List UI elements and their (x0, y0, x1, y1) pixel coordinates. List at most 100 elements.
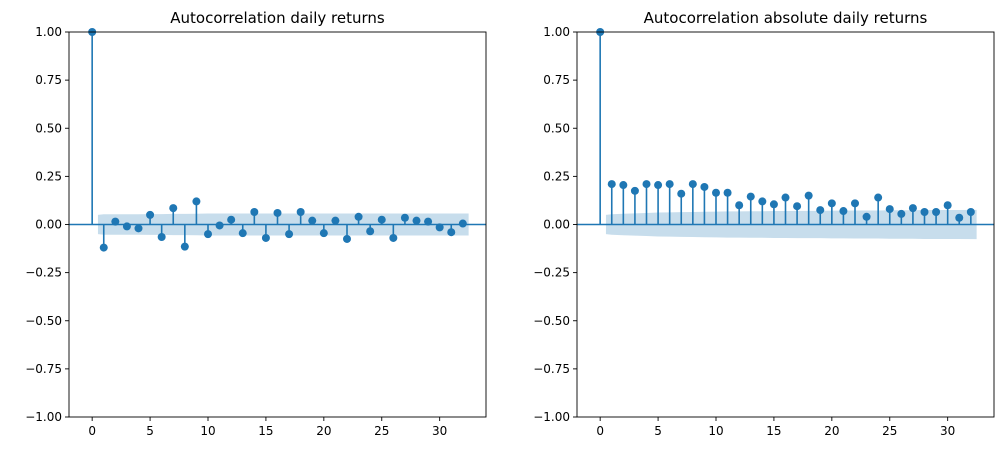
marker-lag-14 (250, 207, 259, 216)
chart-autocorrelation-absolute-daily-returns: Autocorrelation absolute daily returns 0 5… (533, 9, 995, 438)
y-tick-label: 0.25 (35, 169, 62, 183)
marker-lag-16 (781, 193, 790, 202)
marker-lag-30 (943, 201, 952, 210)
marker-lag-23 (862, 212, 871, 221)
marker-lag-15 (261, 233, 270, 242)
y-tick-label: 0.00 (543, 218, 570, 232)
marker-lag-31 (955, 213, 964, 222)
marker-lag-13 (746, 192, 755, 201)
marker-lag-26 (389, 233, 398, 242)
marker-lag-10 (204, 230, 212, 239)
marker-lag-17 (793, 202, 802, 211)
marker-lag-9 (192, 197, 201, 206)
marker-lag-12 (227, 215, 236, 224)
chart-title: Autocorrelation absolute daily returns (644, 9, 928, 27)
marker-lag-3 (630, 186, 639, 195)
marker-lag-7 (677, 189, 686, 198)
marker-lag-6 (665, 180, 674, 189)
marker-lag-23 (354, 212, 363, 221)
y-tick-label: 0.75 (543, 73, 570, 87)
y-tick-label: −0.75 (25, 362, 62, 376)
y-tick-label: 0.50 (543, 121, 570, 135)
y-tick-label: −0.50 (25, 314, 62, 328)
y-tick-label: −1.00 (25, 410, 62, 424)
x-tick-label: 15 (258, 424, 273, 438)
marker-lag-20 (319, 229, 328, 238)
marker-lag-30 (435, 223, 444, 232)
marker-lag-8 (180, 242, 189, 251)
marker-lag-22 (851, 199, 859, 208)
marker-lag-24 (366, 227, 375, 236)
marker-lag-4 (642, 180, 651, 189)
marker-lag-25 (377, 215, 386, 224)
marker-lag-11 (723, 188, 732, 197)
chart-title: Autocorrelation daily returns (170, 9, 385, 27)
marker-lag-24 (874, 193, 883, 202)
marker-lag-25 (885, 205, 894, 214)
marker-lag-18 (804, 191, 813, 200)
marker-lag-10 (712, 188, 720, 197)
x-tick-label: 10 (708, 424, 723, 438)
marker-lag-27 (400, 213, 409, 222)
x-tick-label: 25 (882, 424, 897, 438)
x-tick-label: 10 (200, 424, 215, 438)
y-tick-label: 1.00 (543, 25, 570, 39)
marker-lag-21 (331, 216, 340, 225)
marker-lag-28 (412, 216, 421, 225)
marker-lag-15 (769, 200, 778, 209)
x-tick-label: 20 (824, 424, 839, 438)
marker-lag-29 (424, 217, 433, 226)
y-tick-label: −0.75 (533, 362, 570, 376)
marker-lag-20 (827, 199, 836, 208)
y-tick-label: 0.75 (35, 73, 62, 87)
x-tick-label: 15 (766, 424, 781, 438)
marker-lag-5 (146, 210, 155, 219)
marker-lag-4 (134, 224, 143, 233)
marker-lag-29 (932, 207, 941, 216)
y-tick-label: 0.25 (543, 169, 570, 183)
marker-lag-18 (296, 207, 305, 216)
marker-lag-19 (308, 216, 317, 225)
marker-lag-14 (758, 197, 767, 206)
marker-lag-5 (654, 181, 663, 190)
x-tick-label: 5 (146, 424, 154, 438)
y-tick-label: 0.50 (35, 121, 62, 135)
chart-autocorrelation-daily-returns: Autocorrelation daily returns 0 5 10 15 20 25 3… (25, 9, 487, 438)
marker-lag-13 (238, 229, 247, 238)
marker-lag-31 (447, 228, 456, 237)
marker-lag-32 (458, 219, 467, 228)
y-tick-label: −0.25 (25, 266, 62, 280)
marker-lag-7 (169, 204, 178, 213)
marker-lag-19 (816, 206, 825, 215)
y-tick-label: 1.00 (35, 25, 62, 39)
marker-lag-3 (122, 222, 131, 231)
x-tick-label: 0 (88, 424, 96, 438)
x-tick-label: 30 (432, 424, 447, 438)
marker-lag-1 (99, 243, 108, 252)
x-tick-label: 5 (654, 424, 662, 438)
marker-lag-21 (839, 207, 848, 216)
marker-lag-28 (920, 207, 929, 216)
marker-lag-27 (908, 204, 917, 213)
marker-lag-26 (897, 209, 906, 218)
marker-lag-17 (285, 230, 294, 239)
marker-lag-2 (619, 181, 628, 190)
marker-lag-6 (157, 233, 166, 242)
x-tick-label: 25 (374, 424, 389, 438)
marker-lag-1 (607, 180, 616, 189)
x-tick-label: 30 (940, 424, 955, 438)
y-tick-label: −0.25 (533, 266, 570, 280)
marker-lag-12 (735, 201, 744, 210)
y-tick-label: −0.50 (533, 314, 570, 328)
marker-lag-2 (111, 217, 120, 226)
y-tick-label: 0.00 (35, 218, 62, 232)
marker-lag-32 (966, 207, 975, 216)
marker-lag-11 (215, 221, 224, 230)
x-tick-label: 0 (596, 424, 604, 438)
marker-lag-9 (700, 182, 709, 191)
marker-lag-22 (343, 234, 351, 243)
marker-lag-8 (688, 180, 697, 189)
marker-lag-16 (273, 208, 282, 217)
y-tick-label: −1.00 (533, 410, 570, 424)
